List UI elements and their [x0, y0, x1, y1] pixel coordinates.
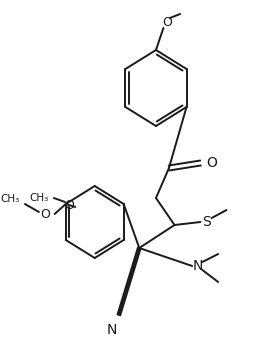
Text: CH₃: CH₃: [0, 194, 19, 204]
Text: N: N: [106, 323, 117, 337]
Text: O: O: [40, 207, 50, 221]
Text: S: S: [202, 215, 211, 229]
Text: O: O: [162, 15, 172, 29]
Text: CH₃: CH₃: [30, 193, 49, 203]
Text: O: O: [65, 198, 75, 211]
Text: N: N: [192, 259, 203, 273]
Text: O: O: [206, 156, 217, 170]
